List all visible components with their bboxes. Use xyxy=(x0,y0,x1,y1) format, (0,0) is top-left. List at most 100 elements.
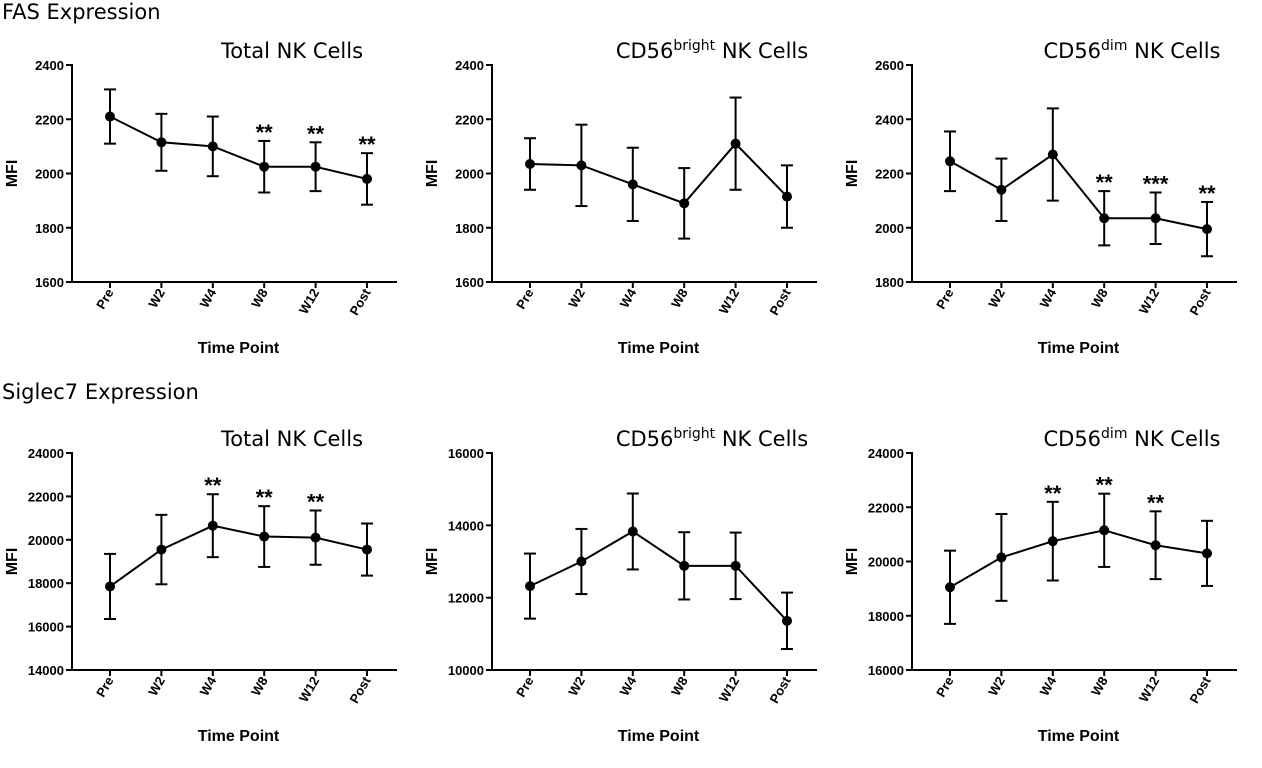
significance-label: ** xyxy=(256,120,274,145)
x-tick-label: Pre xyxy=(93,674,116,700)
significance-label: ** xyxy=(1044,481,1062,506)
data-point xyxy=(207,141,218,152)
series-line xyxy=(109,524,368,588)
x-tick-label: W12 xyxy=(716,674,742,705)
x-tick-label: W2 xyxy=(985,674,1008,698)
data-point xyxy=(310,532,321,543)
x-tick-label: W2 xyxy=(145,286,168,310)
y-tick-label: 2000 xyxy=(35,167,64,182)
x-axis-label: Time Point xyxy=(1038,728,1120,745)
data-point xyxy=(945,582,955,593)
y-tick-label: 12000 xyxy=(448,591,484,606)
y-tick-label: 2200 xyxy=(875,167,904,182)
significance-label: *** xyxy=(1143,171,1169,196)
data-point xyxy=(996,184,1007,195)
data-point xyxy=(996,552,1007,563)
x-tick-label: Post xyxy=(767,673,794,705)
x-tick-label: W8 xyxy=(1088,286,1111,310)
x-tick-label: W4 xyxy=(1037,285,1060,310)
y-axis-label: MFI xyxy=(844,548,861,576)
y-tick-label: 20000 xyxy=(28,533,64,548)
y-tick-label: 2400 xyxy=(455,58,484,73)
data-point xyxy=(576,160,587,171)
data-point xyxy=(730,560,741,571)
data-point xyxy=(105,111,115,122)
significance-label: ** xyxy=(256,485,274,510)
y-tick-label: 2400 xyxy=(875,112,904,127)
y-axis-label: MFI xyxy=(4,548,21,576)
significance-label: ** xyxy=(1096,473,1114,498)
series-line xyxy=(949,529,1208,589)
y-tick-label: 2200 xyxy=(455,112,484,127)
x-tick-label: Pre xyxy=(93,286,116,312)
y-tick-label: 18000 xyxy=(28,576,64,591)
chart-fas-cd56bright: CD56bright NK Cells 1600 1800 2000 2200 2400 P… xyxy=(420,20,840,380)
data-point xyxy=(1047,536,1058,547)
x-tick-label: Post xyxy=(767,285,794,317)
y-tick-label: 14000 xyxy=(28,663,64,678)
x-tick-label: Pre xyxy=(933,286,956,312)
y-tick-label: 1800 xyxy=(35,221,64,236)
chart-title: Total NK Cells xyxy=(220,427,363,451)
x-tick-label: Post xyxy=(1187,285,1214,317)
data-point xyxy=(945,156,955,167)
data-point xyxy=(1099,525,1110,536)
data-point xyxy=(156,137,167,148)
chart-siglec7-cd56bright: CD56bright NK Cells 10000 12000 14000 16000 P… xyxy=(420,408,840,768)
significance-label: ** xyxy=(1147,490,1165,515)
x-axis-label: Time Point xyxy=(1038,340,1120,357)
data-point xyxy=(310,161,321,172)
y-tick-label: 1800 xyxy=(455,221,484,236)
y-tick-label: 20000 xyxy=(868,555,904,570)
x-axis-label: Time Point xyxy=(618,728,700,745)
x-tick-label: W4 xyxy=(197,285,220,310)
chart-svg: CD56bright NK Cells 10000 12000 14000 16000 P… xyxy=(424,426,817,745)
y-tick-label: 14000 xyxy=(448,518,484,533)
chart-svg: CD56dim NK Cells 16000 18000 20000 22000 2400… xyxy=(844,426,1237,745)
section-title-fas: FAS Expression xyxy=(2,0,161,24)
data-point xyxy=(259,161,270,172)
chart-title: CD56dim NK Cells xyxy=(1043,38,1220,63)
data-point xyxy=(782,615,792,626)
chart-svg: CD56dim NK Cells 1800 2000 2200 2400 2600 Pre W… xyxy=(844,38,1237,357)
data-point xyxy=(679,560,690,571)
chart-fas-cd56dim: CD56dim NK Cells 1800 2000 2200 2400 2600 Pre W… xyxy=(840,20,1260,380)
x-axis-label: Time Point xyxy=(198,728,280,745)
y-tick-label: 16000 xyxy=(448,446,484,461)
significance-label: ** xyxy=(204,473,222,498)
y-tick-label: 1600 xyxy=(35,275,64,290)
chart-siglec7-total-nk: Total NK Cells 14000 16000 18000 20000 22000 2… xyxy=(0,408,420,768)
x-axis-label: Time Point xyxy=(198,340,280,357)
data-point xyxy=(259,531,270,542)
chart-title: Total NK Cells xyxy=(220,39,363,63)
data-point xyxy=(1202,224,1212,235)
x-tick-label: W8 xyxy=(668,286,691,310)
significance-label: ** xyxy=(1096,170,1114,195)
data-point xyxy=(1150,540,1161,551)
series-line xyxy=(109,115,368,180)
data-point xyxy=(207,520,218,531)
y-axis-label: MFI xyxy=(844,160,861,188)
data-point xyxy=(576,556,587,567)
data-point xyxy=(627,526,638,537)
x-tick-label: Pre xyxy=(513,286,536,312)
x-tick-label: Post xyxy=(347,673,374,705)
y-tick-label: 1800 xyxy=(875,275,904,290)
data-point xyxy=(1202,548,1212,559)
series-line xyxy=(529,142,788,205)
y-tick-label: 24000 xyxy=(28,446,64,461)
y-tick-label: 2000 xyxy=(875,221,904,236)
y-tick-label: 10000 xyxy=(448,663,484,678)
y-tick-label: 18000 xyxy=(868,609,904,624)
chart-svg: Total NK Cells 1600 1800 2000 2200 2400 Pre W2 W… xyxy=(4,39,397,357)
x-tick-label: W4 xyxy=(617,673,640,698)
x-tick-label: W2 xyxy=(145,674,168,698)
data-point xyxy=(730,138,741,149)
y-axis-label: MFI xyxy=(424,548,441,576)
x-axis-label: Time Point xyxy=(618,340,700,357)
data-point xyxy=(525,159,535,170)
x-tick-label: W12 xyxy=(296,286,322,317)
x-tick-label: W8 xyxy=(248,286,271,310)
data-point xyxy=(782,191,792,202)
x-tick-label: W4 xyxy=(1037,673,1060,698)
